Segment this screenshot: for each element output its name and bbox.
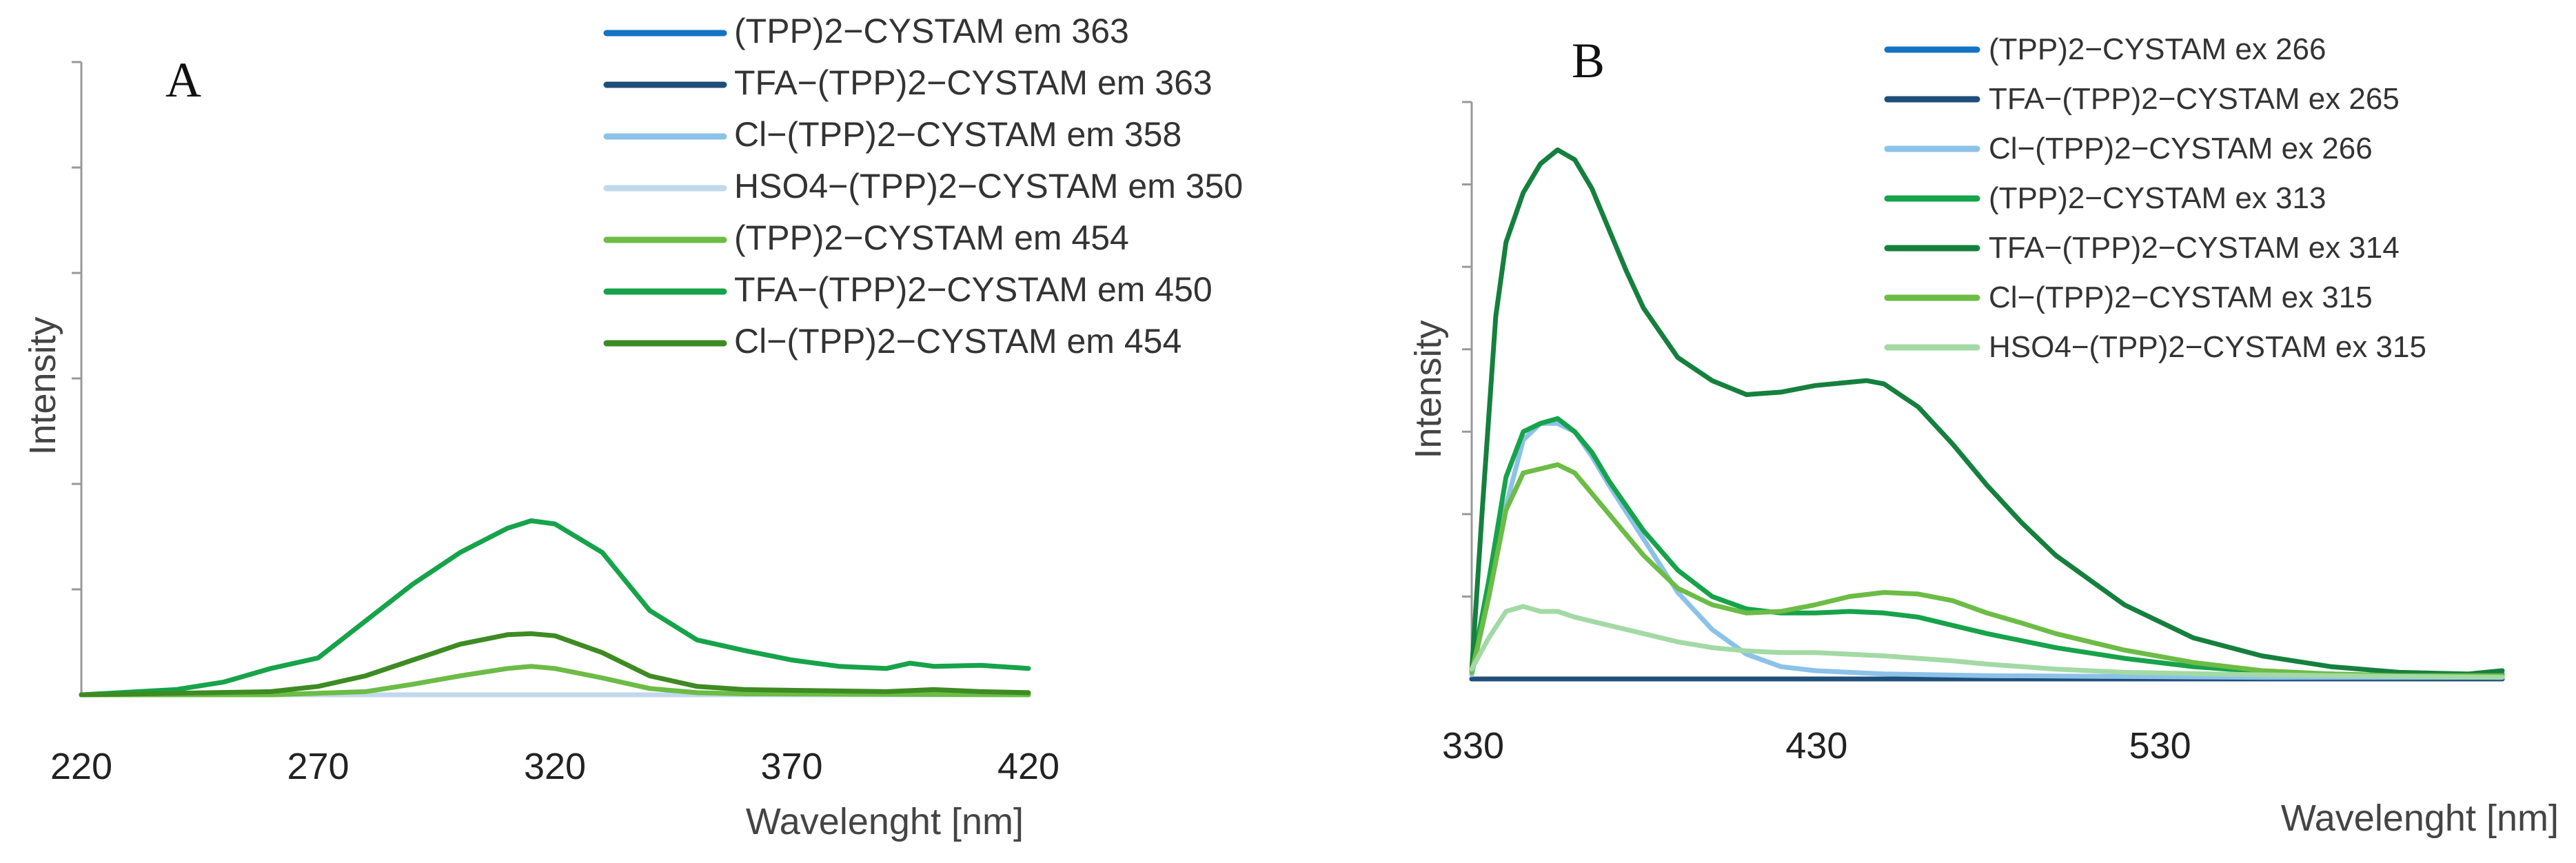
panel-a-y-ticks bbox=[72, 61, 81, 591]
panel-a-series-line bbox=[79, 518, 1031, 698]
panel-a-x-tick-label: 270 bbox=[287, 746, 349, 787]
panel-a-series bbox=[79, 518, 1031, 698]
panel-a-x-axis-title: Wavelenght [nm] bbox=[746, 801, 1024, 842]
panel-a-x-tick-label: 370 bbox=[760, 746, 822, 787]
panel-a-legend-label: Cl−(TPP)2−CYSTAM em 454 bbox=[734, 322, 1181, 361]
panel-a-series-line bbox=[79, 664, 1031, 698]
panel-b-x-tick-label: 530 bbox=[2129, 725, 2191, 766]
panel-b: B 330 430 530 (TPP)2−CYSTAM ex 266 TFA−(TPP… bbox=[1408, 32, 2559, 839]
panel-b-legend-label: Cl−(TPP)2−CYSTAM ex 315 bbox=[1989, 281, 2373, 314]
panel-b-series-line bbox=[1469, 462, 2505, 678]
panel-a-x-tick-label: 420 bbox=[997, 746, 1059, 787]
panel-b-legend-label: Cl−(TPP)2−CYSTAM ex 266 bbox=[1989, 132, 2373, 165]
panel-b-legend: (TPP)2−CYSTAM ex 266 TFA−(TPP)2−CYSTAM ex… bbox=[1884, 32, 2426, 364]
panel-b-x-tick-label: 430 bbox=[1785, 725, 1847, 766]
panel-a-legend-label: (TPP)2−CYSTAM em 454 bbox=[734, 219, 1129, 257]
panel-b-series bbox=[1469, 147, 2505, 682]
panel-a-legend-label: HSO4−(TPP)2−CYSTAM em 350 bbox=[734, 167, 1243, 205]
panel-b-legend-label: (TPP)2−CYSTAM ex 313 bbox=[1989, 181, 2326, 215]
panel-b-series-line bbox=[1469, 604, 2505, 680]
panel-b-legend-label: (TPP)2−CYSTAM ex 266 bbox=[1989, 32, 2326, 66]
panel-b-series-line bbox=[1469, 420, 2505, 680]
panel-a-x-tick-label: 320 bbox=[524, 746, 586, 787]
panel-a-legend-label: Cl−(TPP)2−CYSTAM em 358 bbox=[734, 115, 1181, 154]
panel-a-y-axis-title: Intensity bbox=[22, 316, 63, 455]
panel-b-x-axis-title: Wavelenght [nm] bbox=[2281, 798, 2559, 839]
panel-b-x-tick-label: 330 bbox=[1442, 725, 1504, 766]
panel-a-letter: A bbox=[165, 52, 201, 108]
panel-a-legend-label: TFA−(TPP)2−CYSTAM em 450 bbox=[734, 270, 1213, 309]
panel-a-x-ticks: 220 270 320 370 420 bbox=[50, 746, 1059, 787]
panel-a-legend-label: TFA−(TPP)2−CYSTAM em 363 bbox=[734, 63, 1213, 102]
panel-b-y-axis-title: Intensity bbox=[1408, 320, 1449, 458]
panel-a-series-line bbox=[79, 631, 1031, 698]
panel-b-y-ticks bbox=[1462, 101, 1472, 598]
panel-b-legend-label: HSO4−(TPP)2−CYSTAM ex 315 bbox=[1989, 330, 2426, 364]
panel-b-legend-label: TFA−(TPP)2−CYSTAM ex 265 bbox=[1989, 82, 2400, 116]
panel-b-legend-label: TFA−(TPP)2−CYSTAM ex 314 bbox=[1989, 231, 2400, 265]
panel-a-legend: (TPP)2−CYSTAM em 363 TFA−(TPP)2−CYSTAM em… bbox=[603, 12, 1243, 361]
panel-b-x-ticks: 330 430 530 bbox=[1442, 725, 2191, 766]
panel-b-series-line bbox=[1469, 147, 2505, 677]
panel-a: A 220 270 320 370 420 (TPP)2−CYSTAM em 363 TF… bbox=[22, 12, 1243, 842]
panel-a-legend-label: (TPP)2−CYSTAM em 363 bbox=[734, 12, 1129, 50]
panel-b-letter: B bbox=[1572, 33, 1605, 88]
panel-a-x-tick-label: 220 bbox=[50, 746, 112, 787]
panel-b-series-line bbox=[1469, 416, 2505, 678]
